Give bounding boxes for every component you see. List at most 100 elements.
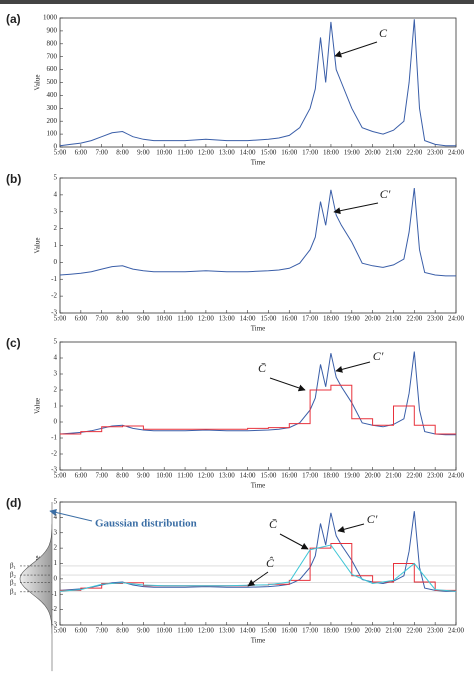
x-tick-label: 6:00 [75,627,88,635]
y-tick-label: 900 [47,27,58,35]
x-tick-label: 19:00 [344,627,360,635]
x-tick-label: 22:00 [406,472,422,480]
x-tick-label: 18:00 [323,315,339,323]
y-tick-label: 700 [47,52,58,60]
x-tick-label: 9:00 [137,149,150,157]
breakpoint-label: β₂ [10,571,17,579]
x-tick-label: 15:00 [260,315,276,323]
annotation: Ĉ [266,556,275,570]
x-tick-label: 19:00 [344,472,360,480]
y-tick-label: 4 [54,354,58,362]
x-tick-label: 24:00 [448,315,464,323]
x-tick-label: 13:00 [219,472,235,480]
x-tick-label: 19:00 [344,149,360,157]
series-line [59,188,456,277]
x-tick-label: 21:00 [385,315,401,323]
annotation-arrow [335,361,371,373]
y-tick-label: 2 [54,544,58,552]
x-tick-label: 22:00 [406,315,422,323]
breakpoint-label: β₄ [10,587,17,595]
annotation: C [379,26,388,40]
y-tick-label: 1 [54,559,58,567]
x-tick-label: 19:00 [344,315,360,323]
x-tick-label: 5:00 [54,472,67,480]
y-tick-label: 800 [47,39,58,47]
x-tick-label: 23:00 [427,627,443,635]
breakpoint-label: β₃ [10,578,17,586]
x-tick-label: 5:00 [54,149,67,157]
y-tick-label: 0 [54,418,58,426]
annotation-arrow [334,41,378,58]
x-axis-label: Time [251,325,266,333]
x-tick-label: 17:00 [302,472,318,480]
x-tick-label: 8:00 [116,472,129,480]
gaussian-curve [19,502,53,672]
x-tick-label: 17:00 [302,315,318,323]
x-tick-label: 15:00 [260,627,276,635]
y-tick-label: -2 [51,292,57,300]
y-tick-label: 300 [47,104,58,112]
x-tick-label: 5:00 [54,627,67,635]
y-tick-label: 500 [47,78,58,86]
x-tick-label: 12:00 [198,315,214,323]
x-tick-label: 14:00 [240,149,256,157]
annotation-arrow [337,523,365,533]
x-tick-label: 18:00 [323,472,339,480]
y-tick-label: -3 [51,466,57,474]
y-tick-label: 3 [54,207,58,215]
x-tick-label: 22:00 [406,627,422,635]
breakpoint-label: β₁ [10,562,16,570]
y-tick-label: 2 [54,386,58,394]
x-axis-label: Time [251,482,266,490]
y-tick-label: 0 [54,258,58,266]
annotation: C̄ [269,517,278,531]
x-tick-label: 7:00 [95,472,108,480]
y-tick-label: 200 [47,117,58,125]
x-tick-label: 12:00 [198,472,214,480]
x-tick-label: 14:00 [240,315,256,323]
x-tick-label: 21:00 [385,472,401,480]
series-line [59,19,456,147]
x-axis-label: Time [251,159,266,167]
y-tick-label: 400 [47,91,58,99]
panel-label: (b) [6,172,21,186]
x-tick-label: 10:00 [156,315,172,323]
series-line [60,384,456,435]
x-tick-label: 23:00 [427,149,443,157]
y-tick-label: 5 [54,174,58,182]
x-tick-label: 18:00 [323,149,339,157]
y-tick-label: -3 [51,309,57,317]
x-tick-label: 7:00 [95,315,108,323]
panel-label: (d) [6,496,21,510]
y-axis-label: Value [34,75,42,91]
y-tick-label: 1 [54,241,58,249]
x-tick-label: 24:00 [448,472,464,480]
x-tick-label: 16:00 [281,315,297,323]
x-tick-label: 20:00 [365,472,381,480]
y-axis-label: Value [34,398,42,414]
x-tick-label: 24:00 [448,627,464,635]
x-tick-label: 11:00 [177,627,193,635]
annotation: C' [373,349,384,363]
x-tick-label: 9:00 [137,627,150,635]
top-bar [0,0,474,4]
y-tick-label: 1 [54,402,58,410]
y-axis-label: Value [34,238,42,254]
y-tick-label: 3 [54,528,58,536]
x-tick-label: 6:00 [75,472,88,480]
x-tick-label: 6:00 [75,149,88,157]
y-tick-label: 0 [54,574,58,582]
x-tick-label: 14:00 [240,627,256,635]
y-tick-label: -1 [51,590,57,598]
y-tick-label: 1000 [43,14,58,22]
annotation: Gaussian distribution [95,518,197,530]
annotation-arrow [269,377,306,392]
x-tick-label: 16:00 [281,149,297,157]
x-tick-label: 8:00 [116,627,129,635]
annotation-arrow [279,533,309,550]
annotation-arrow [49,509,93,522]
x-tick-label: 21:00 [385,149,401,157]
x-tick-label: 12:00 [198,627,214,635]
x-tick-label: 20:00 [365,315,381,323]
